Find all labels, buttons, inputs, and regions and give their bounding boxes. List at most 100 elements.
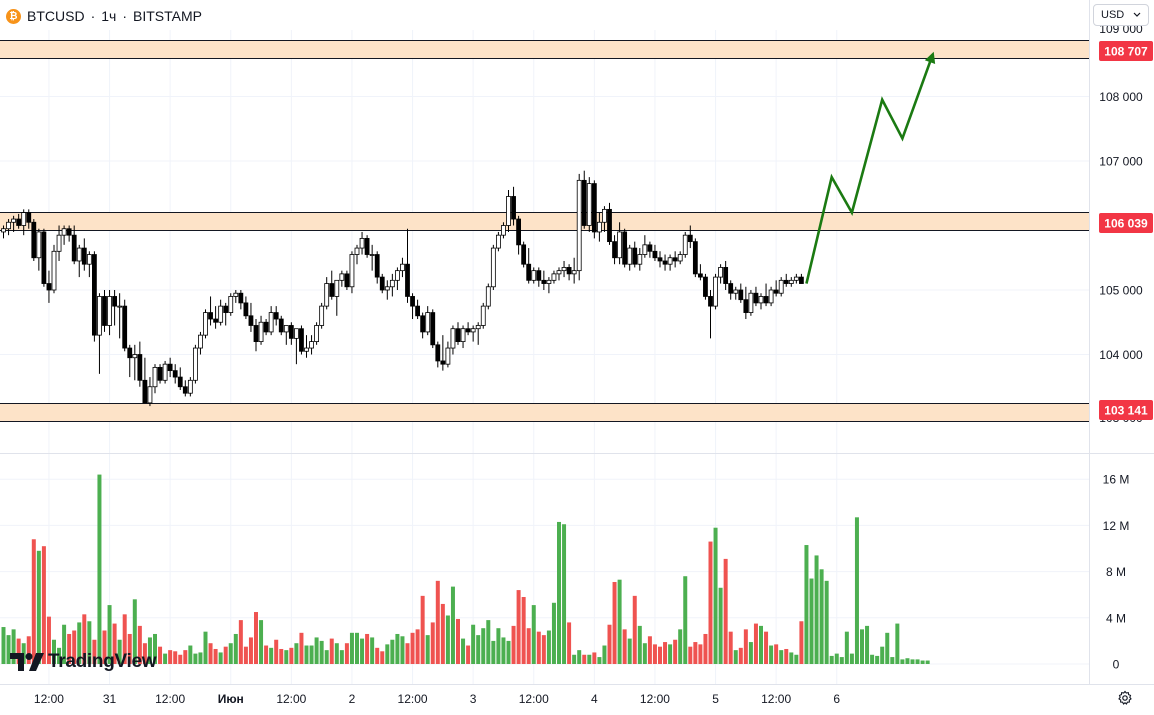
volume-bar: [476, 635, 481, 664]
volume-bar: [112, 623, 117, 664]
candle-body: [288, 325, 294, 339]
candle-body: [612, 241, 617, 259]
candle-body: [627, 247, 633, 265]
volume-bar: [430, 622, 435, 664]
volume-bar: [849, 653, 854, 664]
volume-bar: [193, 653, 198, 664]
time-tick-label: 2: [349, 692, 356, 706]
volume-bar: [223, 646, 228, 664]
symbol-name[interactable]: BTCUSD: [27, 8, 85, 24]
volume-bar: [557, 521, 561, 664]
candle-body: [359, 237, 365, 249]
level-zone: [0, 40, 1089, 59]
candle-body: [243, 302, 249, 317]
separator: ·: [90, 8, 96, 24]
candle-body: [551, 273, 557, 281]
tradingview-logo-icon: [10, 653, 44, 671]
volume-bar: [26, 636, 31, 664]
volume-bar: [748, 642, 753, 664]
volume-bar: [319, 640, 324, 664]
candle-body: [435, 344, 441, 362]
candle-body: [526, 263, 532, 281]
volume-bar: [890, 657, 895, 664]
candle-body: [152, 366, 158, 388]
volume-bar: [233, 633, 238, 664]
volume-bar: [531, 605, 536, 664]
time-tick-label: Июн: [218, 692, 244, 706]
volume-bar: [597, 657, 602, 664]
volume-bar: [668, 644, 673, 664]
volume-bar: [678, 629, 683, 664]
volume-bar: [703, 633, 708, 664]
volume-bar: [405, 643, 410, 664]
gear-icon[interactable]: [1117, 690, 1133, 706]
time-tick-label: 5: [712, 692, 719, 706]
price-tick-label: 107 000: [1099, 155, 1143, 169]
volume-bar: [57, 647, 62, 664]
candle-body: [233, 292, 239, 297]
candle-body: [1, 228, 6, 233]
currency-selector[interactable]: USD: [1093, 4, 1149, 26]
volume-bar: [753, 623, 758, 664]
volume-bar: [577, 650, 582, 664]
volume-bar: [46, 616, 51, 664]
candle-body: [748, 292, 754, 313]
volume-bar: [602, 645, 607, 664]
volume-bar: [486, 620, 491, 664]
time-tick-label: 31: [103, 692, 117, 706]
candle-body: [41, 231, 47, 284]
candle-body: [490, 247, 496, 288]
volume-bar: [743, 629, 748, 664]
volume-bar: [708, 541, 713, 664]
volume-bar: [208, 643, 213, 664]
candle-body: [369, 254, 375, 256]
volume-bar: [314, 637, 319, 664]
candle-body: [61, 228, 67, 236]
candle-body: [480, 305, 486, 326]
volume-bar: [385, 644, 390, 664]
volume-bar: [31, 539, 36, 664]
candle-body: [400, 263, 405, 272]
candle-body: [455, 328, 461, 343]
level-price-label: 106 039: [1104, 217, 1148, 231]
candle-body: [647, 244, 653, 252]
volume-bar: [526, 628, 531, 664]
candle-body: [309, 341, 314, 349]
interval-label[interactable]: 1ч: [101, 8, 117, 24]
candle-body: [799, 276, 804, 284]
candle-body: [516, 218, 521, 246]
time-tick-label: 12:00: [155, 692, 185, 706]
candle-body: [460, 328, 466, 343]
volume-bar: [652, 644, 657, 664]
volume-bar: [269, 647, 274, 664]
level-zone: [0, 212, 1089, 231]
volume-bar: [87, 621, 92, 664]
tradingview-logo[interactable]: TradingView: [10, 651, 157, 673]
candle-body: [21, 212, 27, 226]
candle-body: [228, 296, 234, 313]
volume-bar: [36, 550, 41, 664]
volume-bar: [117, 639, 122, 664]
volume-bar: [97, 474, 102, 664]
chart-header: ₿ BTCUSD · 1ч · BITSTAMP: [6, 6, 202, 26]
volume-bar: [228, 643, 233, 664]
volume-bar: [829, 655, 834, 664]
volume-bar: [158, 646, 163, 664]
volume-bar: [132, 599, 137, 664]
candle-body: [268, 312, 274, 333]
candle-body: [637, 254, 643, 265]
volume-bar: [67, 633, 72, 664]
candle-body: [172, 370, 178, 378]
volume-bar: [723, 558, 728, 664]
grid-lines: [0, 30, 1089, 684]
candle-body: [753, 292, 759, 304]
candle-body: [450, 328, 456, 349]
candle-body: [31, 221, 37, 259]
level-zone: [0, 403, 1089, 422]
candle-body: [536, 270, 542, 281]
candle-body: [162, 363, 168, 381]
volume-bar: [16, 638, 21, 664]
volume-bar: [546, 630, 551, 664]
volume-bar: [642, 643, 647, 664]
